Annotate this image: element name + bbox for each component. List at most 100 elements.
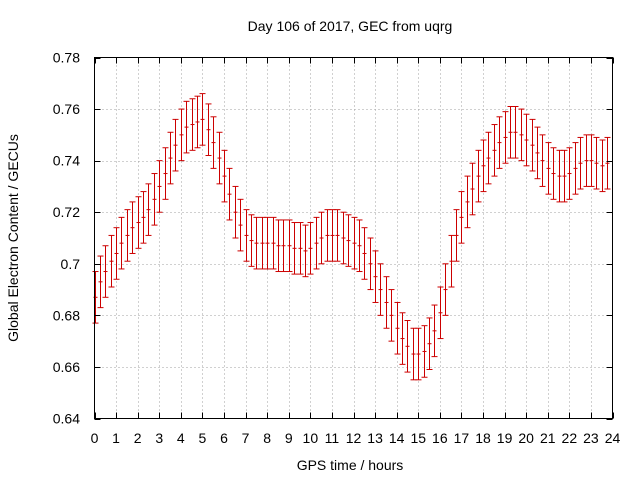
data-point — [275, 219, 282, 273]
x-tick-label: 14 — [389, 430, 405, 446]
data-point — [178, 108, 185, 162]
data-point — [345, 214, 352, 267]
y-tick-label: 0.76 — [53, 101, 80, 117]
data-point — [113, 227, 120, 280]
data-point — [572, 142, 579, 195]
x-tick-label: 15 — [410, 430, 426, 446]
data-point — [167, 131, 174, 185]
x-tick-label: 23 — [583, 430, 599, 446]
data-point — [318, 211, 325, 265]
data-point — [593, 136, 600, 190]
data-point — [604, 136, 611, 190]
data-point — [118, 216, 125, 270]
data-point — [550, 147, 557, 200]
x-tick-label: 17 — [454, 430, 470, 446]
data-point — [383, 276, 390, 329]
data-point — [307, 222, 314, 275]
data-point — [280, 219, 287, 273]
y-tick-label: 0.78 — [53, 50, 80, 66]
y-axis-ticks: 0.64 0.66 0.68 0.7 0.72 0.74 0.76 0.78 — [53, 50, 613, 427]
data-point — [545, 142, 552, 195]
data-point — [232, 185, 239, 239]
data-point — [356, 219, 363, 273]
data-point — [523, 113, 530, 167]
data-point — [183, 100, 190, 154]
data-point — [237, 198, 244, 252]
data-point — [102, 245, 109, 298]
data-point — [539, 134, 546, 187]
data-point — [372, 250, 379, 303]
grid-lines — [94, 57, 613, 419]
data-point — [404, 320, 411, 373]
data-point — [172, 118, 179, 172]
x-tick-label: 12 — [346, 430, 362, 446]
x-tick-label: 3 — [155, 430, 163, 446]
data-point — [566, 147, 573, 200]
data-point — [399, 312, 406, 365]
x-tick-label: 5 — [199, 430, 207, 446]
data-point — [145, 183, 152, 236]
data-point — [135, 196, 142, 249]
data-point — [151, 173, 158, 226]
data-point — [264, 216, 271, 270]
x-tick-label: 19 — [497, 430, 513, 446]
data-point — [556, 149, 563, 203]
data-point — [529, 118, 536, 172]
data-point — [512, 105, 519, 159]
data-point — [561, 149, 568, 203]
data-point — [253, 216, 260, 270]
data-point — [415, 327, 422, 381]
data-point — [226, 167, 233, 221]
x-tick-label: 6 — [220, 430, 228, 446]
data-point — [518, 108, 525, 162]
x-tick-label: 10 — [303, 430, 319, 446]
plot-frame — [94, 57, 613, 419]
data-point — [507, 105, 514, 159]
x-tick-label: 20 — [518, 430, 534, 446]
x-tick-label: 22 — [562, 430, 578, 446]
x-tick-label: 1 — [112, 430, 120, 446]
data-point — [437, 286, 444, 340]
y-tick-label: 0.68 — [53, 307, 80, 323]
data-point — [140, 191, 147, 244]
data-point — [205, 103, 212, 156]
chart-title: Day 106 of 2017, GEC from uqrg — [248, 18, 453, 34]
data-point — [377, 263, 384, 316]
x-axis-ticks: 0 1 2 3 4 5 6 7 8 9 10 11 12 13 14 15 16 17 18 19 20 21 22 23 24 — [91, 57, 621, 446]
data-point — [464, 175, 471, 229]
data-point — [426, 317, 433, 371]
data-point — [248, 214, 255, 267]
data-point — [480, 139, 487, 193]
data-point — [221, 149, 228, 203]
data-point — [243, 209, 250, 262]
data-point — [453, 209, 460, 262]
data-point — [361, 227, 368, 280]
error-bar-series — [92, 93, 611, 381]
x-tick-label: 7 — [242, 430, 250, 446]
y-tick-label: 0.7 — [61, 256, 81, 272]
x-tick-label: 4 — [177, 430, 185, 446]
data-point — [421, 325, 428, 378]
data-point — [108, 234, 115, 288]
data-point — [129, 201, 136, 254]
data-point — [210, 116, 217, 169]
data-point — [491, 124, 498, 177]
data-point — [286, 219, 293, 273]
x-tick-label: 8 — [263, 430, 271, 446]
data-point — [97, 255, 104, 309]
x-tick-label: 24 — [605, 430, 621, 446]
data-point — [297, 222, 304, 275]
y-tick-label: 0.64 — [53, 411, 80, 427]
y-tick-label: 0.72 — [53, 204, 80, 220]
data-point — [270, 216, 277, 270]
data-point — [502, 111, 509, 164]
data-point — [313, 216, 320, 270]
data-point — [388, 289, 395, 342]
data-point — [302, 224, 309, 278]
data-point — [583, 134, 590, 187]
x-tick-label: 2 — [134, 430, 142, 446]
data-point — [259, 216, 266, 270]
y-axis-label: Global Electron Content / GECUs — [5, 134, 21, 342]
data-point — [199, 93, 206, 146]
x-axis-label: GPS time / hours — [297, 457, 404, 473]
